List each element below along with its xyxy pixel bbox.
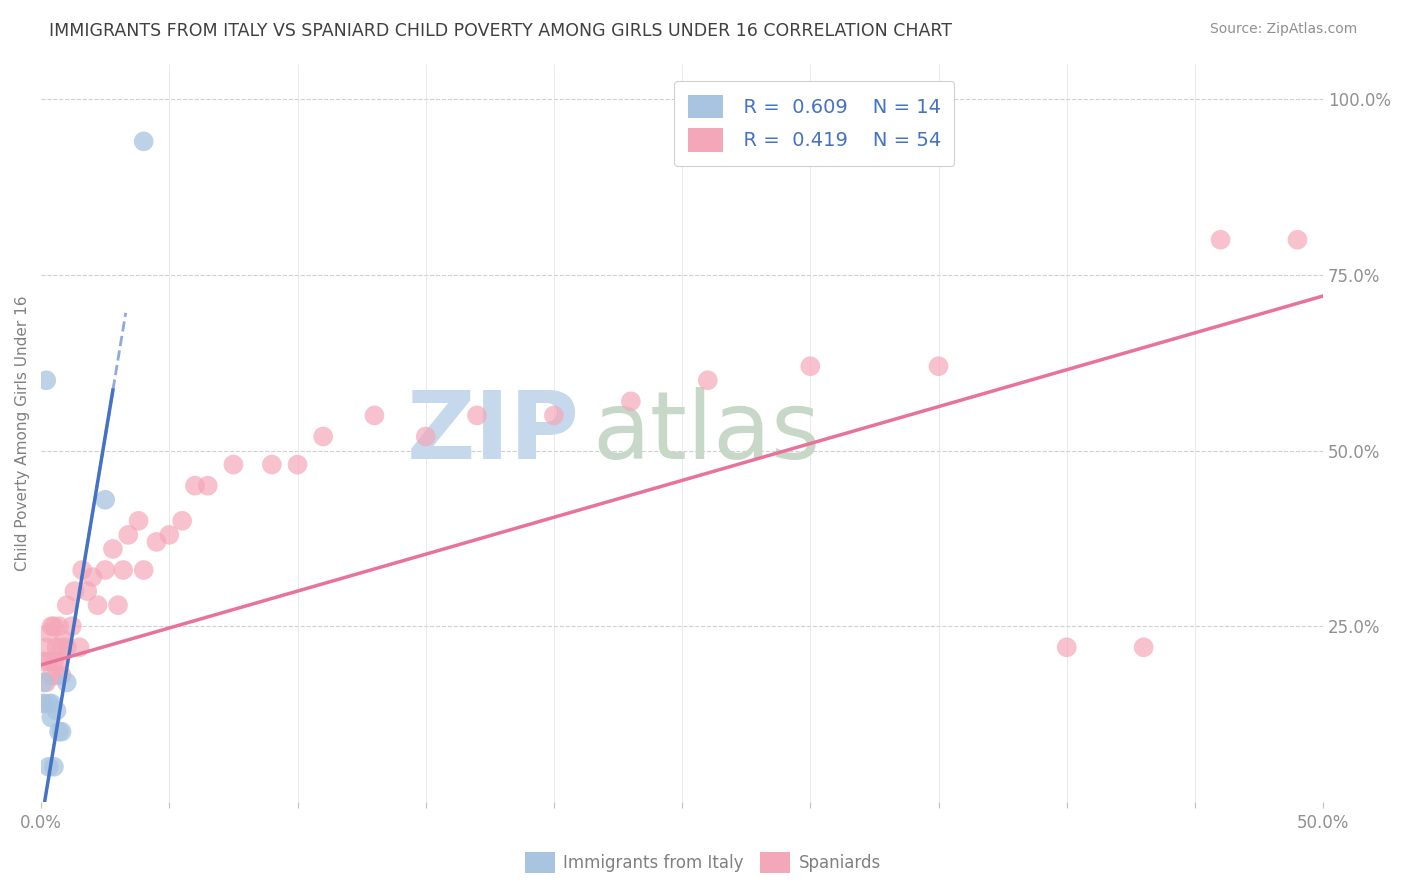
Point [48, 619, 70, 633]
Point [86, 598, 108, 612]
Point [107, 598, 129, 612]
Point [32, 675, 55, 690]
Point [41, 619, 63, 633]
Point [41, 710, 63, 724]
Legend:   R =  0.609    N = 14,   R =  0.419    N = 54: R = 0.609 N = 14, R = 0.419 N = 54 [675, 81, 955, 166]
Text: Source: ZipAtlas.com: Source: ZipAtlas.com [1209, 22, 1357, 37]
Point [222, 458, 245, 472]
Point [42, 760, 65, 774]
Point [42, 619, 65, 633]
Point [38, 654, 60, 668]
Point [48, 724, 70, 739]
Point [543, 409, 565, 423]
Point [1056, 640, 1078, 655]
Point [32, 697, 55, 711]
Point [82, 570, 104, 584]
Point [60, 619, 83, 633]
Point [51, 668, 73, 682]
Point [1209, 233, 1232, 247]
Point [48, 654, 70, 668]
Text: atlas: atlas [592, 387, 821, 479]
Point [157, 528, 180, 542]
Point [35, 675, 58, 690]
Legend: Immigrants from Italy, Spaniards: Immigrants from Italy, Spaniards [519, 846, 887, 880]
Point [465, 409, 488, 423]
Point [363, 409, 385, 423]
Point [184, 478, 207, 492]
Point [55, 675, 77, 690]
Point [112, 563, 135, 577]
Point [63, 584, 86, 599]
Point [117, 528, 139, 542]
Point [45, 640, 67, 655]
Point [38, 626, 60, 640]
Point [696, 373, 718, 387]
Point [132, 134, 155, 148]
Point [38, 697, 60, 711]
Point [51, 640, 73, 655]
Text: ZIP: ZIP [406, 387, 579, 479]
Y-axis label: Child Poverty Among Girls Under 16: Child Poverty Among Girls Under 16 [15, 295, 30, 571]
Point [38, 760, 60, 774]
Point [76, 584, 98, 599]
Point [41, 697, 63, 711]
Point [42, 654, 65, 668]
Point [101, 541, 124, 556]
Point [620, 394, 643, 409]
Point [45, 668, 67, 682]
Point [1286, 233, 1309, 247]
Point [799, 359, 821, 374]
Point [32, 697, 55, 711]
Point [132, 563, 155, 577]
Point [51, 724, 73, 739]
Point [41, 668, 63, 682]
Point [32, 654, 55, 668]
Point [94, 492, 117, 507]
Point [172, 514, 194, 528]
Point [70, 563, 93, 577]
Point [928, 359, 950, 374]
Point [312, 429, 335, 443]
Point [55, 640, 77, 655]
Point [35, 640, 58, 655]
Point [260, 458, 283, 472]
Point [55, 598, 77, 612]
Point [287, 458, 309, 472]
Text: IMMIGRANTS FROM ITALY VS SPANIARD CHILD POVERTY AMONG GIRLS UNDER 16 CORRELATION: IMMIGRANTS FROM ITALY VS SPANIARD CHILD … [49, 22, 952, 40]
Point [69, 640, 91, 655]
Point [145, 535, 167, 549]
Point [415, 429, 437, 443]
Point [94, 563, 117, 577]
Point [1132, 640, 1154, 655]
Point [45, 704, 67, 718]
Point [53, 633, 76, 648]
Point [128, 514, 150, 528]
Point [197, 478, 219, 492]
Point [35, 373, 58, 387]
